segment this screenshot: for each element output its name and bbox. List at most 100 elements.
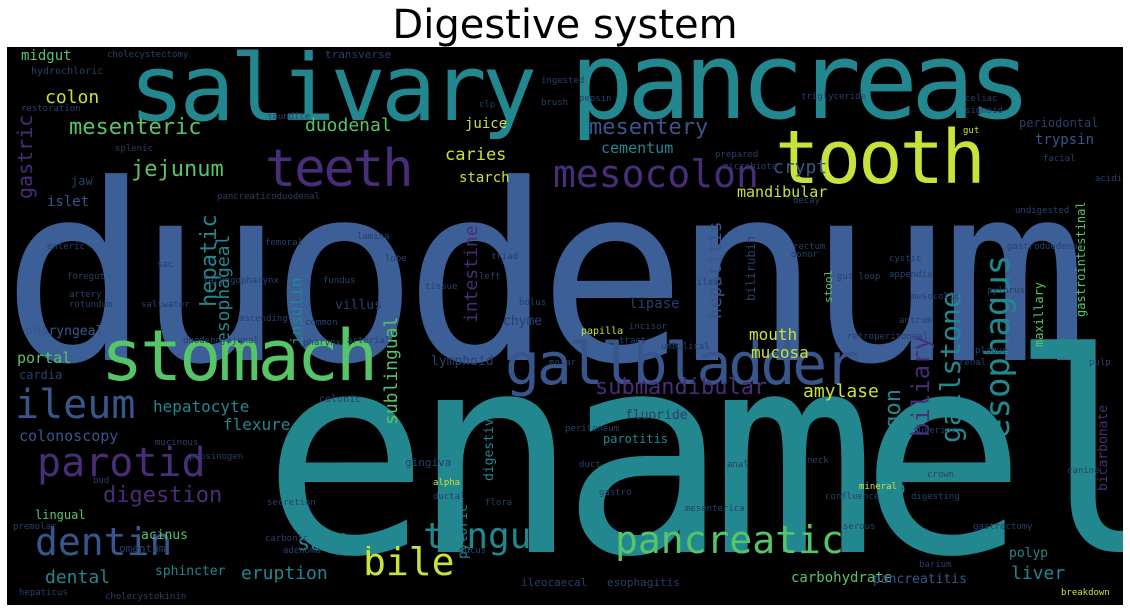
word-jejunum: jejunum [131, 157, 224, 182]
word-sac: sac [157, 260, 174, 270]
word-mesenterica: mesenterica [685, 504, 745, 514]
word-crown: crown [927, 470, 955, 480]
word-mucus: mucus [459, 546, 487, 556]
word-clp: clp [479, 100, 496, 110]
word-pancreas: pancreas [570, 47, 1032, 143]
word-arterial: arterial [347, 336, 391, 346]
chart-title: Digestive system [392, 2, 738, 48]
word-eruption: eruption [241, 563, 328, 584]
word-tract: tract [619, 336, 647, 346]
word-duct: duct [579, 460, 601, 470]
word-hydrochloric: hydrochloric [31, 66, 104, 77]
word-carbonic: carbonic [265, 534, 309, 544]
word-islet: islet [47, 194, 90, 210]
word-anal: anal [727, 460, 749, 470]
word-lingual: lingual [35, 508, 86, 522]
word-serous: serous [843, 522, 876, 532]
word-mineral: mineral [859, 482, 897, 492]
word-pepsin: pepsin [579, 94, 612, 104]
word-adenoma: adenoma [283, 546, 321, 556]
word-umbilical: umbilical [661, 342, 710, 352]
word-duodenum: duodenum [7, 133, 1089, 419]
word-digestion: digestion [103, 483, 223, 508]
word-cholecystokinin: cholecystokinin [105, 592, 187, 602]
word-teeth: teeth [265, 139, 414, 199]
word-mouth: mouth [749, 325, 798, 344]
word-duodenal: duodenal [305, 115, 392, 136]
word-ingested: ingested [541, 76, 585, 86]
word-ductal: ductal [433, 492, 466, 502]
word-celiac: celiac [965, 94, 998, 104]
word-secretion: secretion [267, 498, 316, 508]
word-alpha: alpha [433, 478, 461, 488]
word-barium: barium [919, 560, 952, 570]
word-neck: neck [807, 456, 829, 466]
word-lymphoid: lymphoid [431, 354, 494, 369]
word-plaque: plaque [975, 346, 1008, 356]
word-breakdown: breakdown [1061, 588, 1110, 598]
word-mesenteric: mesenteric [69, 115, 202, 140]
word-tooth: tooth [775, 115, 986, 201]
word-flexure: flexure [223, 415, 291, 434]
word-mesocolon: mesocolon [553, 152, 759, 196]
word-appendix: appendix [889, 270, 933, 280]
word-dentin: dentin [35, 520, 173, 564]
word-villus: villus [335, 298, 382, 313]
word-cardia: cardia [19, 368, 63, 382]
word-sphincter: sphincter [155, 564, 226, 579]
word-jaw: jaw [71, 174, 93, 188]
word-microbiota: microbiota [723, 162, 778, 172]
word-mesentery: mesentery [589, 115, 709, 140]
word-rotundum: rotundum [69, 300, 113, 310]
word-biliary: biliary [907, 335, 935, 437]
word-cholecystectomy: cholecystectomy [107, 50, 189, 60]
word-caries: caries [445, 145, 507, 165]
word-pancreatitis: pancreatitis [873, 572, 967, 587]
word-ileal: ileal [697, 278, 725, 288]
word-common: common [305, 318, 338, 328]
word-flora: flora [485, 498, 513, 508]
word-antrum: antrum [899, 316, 932, 326]
word-carbohydrate: carbohydrate [791, 570, 893, 586]
word-bud: bud [93, 476, 110, 486]
word-gastrectomy: gastrectomy [973, 522, 1033, 532]
word-insulin: insulin [287, 277, 306, 345]
word-polyp: polyp [1009, 546, 1049, 561]
word-donor: donor [791, 250, 819, 260]
word-laryngopharynx: laryngopharynx [203, 276, 279, 286]
word-jaundice: jaundice [267, 112, 311, 122]
word-incisor: incisor [629, 322, 667, 332]
word-undigested: undigested [1015, 206, 1070, 216]
word-pulp: pulp [1089, 358, 1111, 368]
word-periodontal: periodontal [1019, 116, 1099, 130]
word-sigmoid: sigmoid [965, 106, 1003, 116]
word-artery: artery [69, 290, 102, 300]
word-mandibular: mandibular [737, 183, 828, 201]
word-bilirubin: bilirubin [744, 235, 758, 301]
word-mesocolic: mesocolic [911, 292, 960, 302]
word-brush: brush [541, 98, 569, 108]
word-esophagitis: esophagitis [607, 576, 680, 589]
word-acinus: acinus [141, 528, 188, 543]
word-bolus: bolus [519, 298, 547, 308]
word-liver: liver [1011, 563, 1066, 584]
word-bile: bile [363, 540, 455, 584]
word-fluoride: fluoride [625, 408, 688, 423]
word-salivary: salivary [129, 47, 537, 142]
word-fundus: fundus [323, 276, 356, 286]
word-saltwater: saltwater [141, 300, 190, 310]
word-decay: decay [793, 196, 821, 206]
word-ileocaecal: ileocaecal [521, 576, 588, 589]
word-ileum: ileum [15, 382, 136, 428]
word-submandibular: submandibular [595, 375, 768, 400]
word-stool: stool [822, 269, 835, 303]
word-pepsinogen: pepsinogen [189, 452, 244, 462]
word-cystic: cystic [889, 254, 922, 264]
word-gut: gut [963, 126, 980, 136]
word-splenic: splenic [115, 144, 153, 154]
word-saliva: saliva [297, 531, 377, 556]
word-maxillary: maxillary [1032, 281, 1046, 347]
word-lipase: lipase [629, 296, 680, 312]
word-foregut: foregut [67, 272, 105, 282]
word-portal: portal [17, 349, 72, 367]
